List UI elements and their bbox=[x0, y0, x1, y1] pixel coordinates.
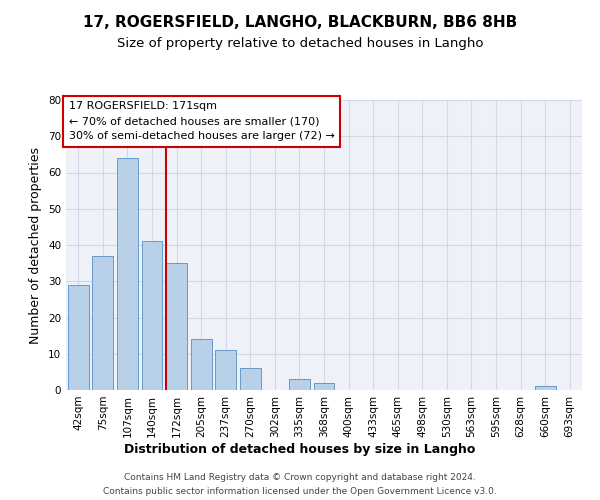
Text: Contains public sector information licensed under the Open Government Licence v3: Contains public sector information licen… bbox=[103, 488, 497, 496]
Bar bbox=[92, 256, 113, 390]
Bar bbox=[191, 339, 212, 390]
Text: 17 ROGERSFIELD: 171sqm
← 70% of detached houses are smaller (170)
30% of semi-de: 17 ROGERSFIELD: 171sqm ← 70% of detached… bbox=[68, 102, 334, 141]
Bar bbox=[117, 158, 138, 390]
Bar bbox=[142, 242, 163, 390]
Text: Distribution of detached houses by size in Langho: Distribution of detached houses by size … bbox=[124, 442, 476, 456]
Text: Contains HM Land Registry data © Crown copyright and database right 2024.: Contains HM Land Registry data © Crown c… bbox=[124, 472, 476, 482]
Bar bbox=[314, 383, 334, 390]
Y-axis label: Number of detached properties: Number of detached properties bbox=[29, 146, 43, 344]
Text: Size of property relative to detached houses in Langho: Size of property relative to detached ho… bbox=[117, 38, 483, 51]
Text: 17, ROGERSFIELD, LANGHO, BLACKBURN, BB6 8HB: 17, ROGERSFIELD, LANGHO, BLACKBURN, BB6 … bbox=[83, 15, 517, 30]
Bar bbox=[215, 350, 236, 390]
Bar bbox=[166, 263, 187, 390]
Bar bbox=[535, 386, 556, 390]
Bar bbox=[68, 285, 89, 390]
Bar bbox=[240, 368, 261, 390]
Bar bbox=[289, 379, 310, 390]
